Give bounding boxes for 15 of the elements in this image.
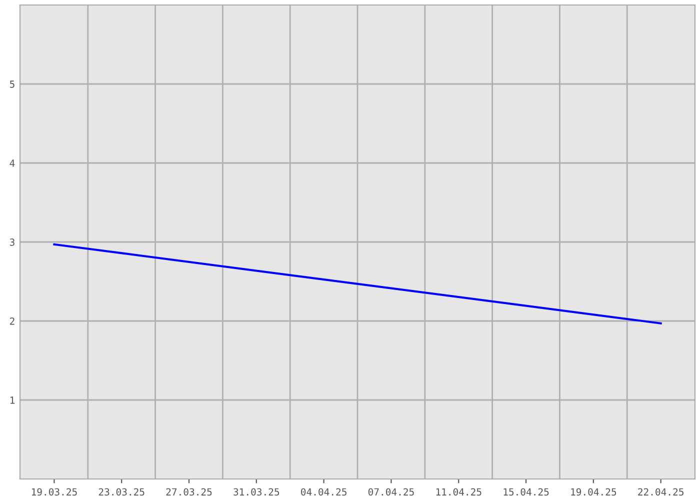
- x-tick-label: 15.04.25: [504, 488, 549, 496]
- y-tick-label: 3: [10, 238, 14, 246]
- x-tick-label: 23.03.25: [98, 488, 144, 496]
- x-tick-label: 19.03.25: [32, 488, 77, 496]
- x-tick-label: 04.04.25: [301, 488, 346, 496]
- y-tick-label: 1: [10, 396, 14, 404]
- x-tick-label: 07.04.25: [368, 488, 414, 496]
- y-tick-label: 4: [10, 160, 15, 167]
- y-tick-label: 5: [10, 80, 14, 88]
- x-tick-label: 22.04.25: [638, 488, 684, 496]
- x-tick-label: 19.04.25: [571, 488, 616, 496]
- y-tick-label: 2: [10, 318, 14, 325]
- x-tick-label: 11.04.25: [436, 488, 482, 496]
- x-tick-label: 31.03.25: [234, 488, 280, 496]
- x-tick-label: 27.03.25: [166, 488, 212, 496]
